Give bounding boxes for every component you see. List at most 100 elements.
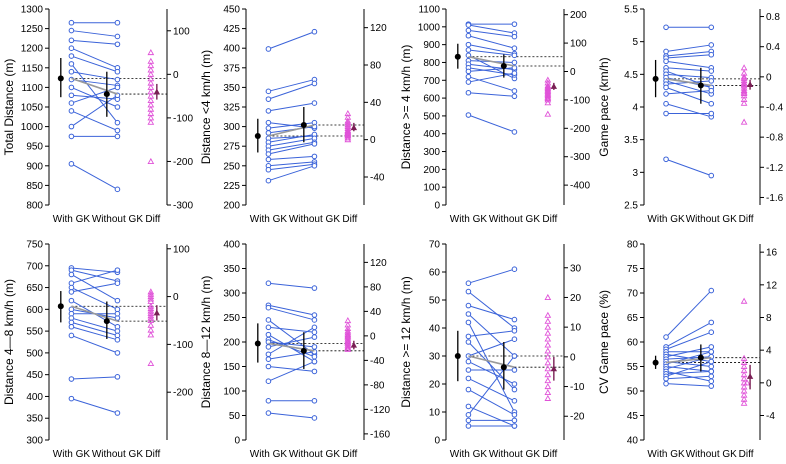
without-gk-point <box>511 367 518 373</box>
mean-connector-line <box>468 55 515 67</box>
paired-line <box>268 79 315 92</box>
with-gk-point <box>68 84 75 91</box>
y-axis-label: Distance 4—8 km/h (m) <box>2 279 16 405</box>
category-label: Without GK <box>489 449 540 460</box>
left-tick-label: 60 <box>429 268 441 279</box>
left-tick-label: 375 <box>223 63 240 74</box>
with-gk-point <box>465 412 472 418</box>
paired-line <box>268 83 315 100</box>
without-gk-point <box>311 358 318 365</box>
left-tick-label: 400 <box>223 240 240 251</box>
without-gk-point <box>708 368 715 375</box>
right-tick-label: 0 <box>766 72 772 83</box>
paired-line <box>71 71 118 81</box>
right-tick-label: 80 <box>370 61 382 72</box>
right-tick-label: 200 <box>570 10 587 21</box>
left-tick-label: 1000 <box>21 122 44 133</box>
with-gk-point <box>265 88 272 95</box>
left-tick-label: 425 <box>223 24 240 35</box>
with-gk-point <box>465 288 472 295</box>
diff-point <box>147 118 155 125</box>
with-gk-point <box>663 24 669 31</box>
right-tick-label: -300 <box>570 152 590 163</box>
without-gk-point <box>311 415 318 421</box>
left-tick-label: 225 <box>223 181 240 192</box>
without-gk-point <box>114 410 121 416</box>
without-gk-point <box>511 336 518 343</box>
paired-line <box>71 63 118 123</box>
left-tick-label: 55 <box>627 362 639 373</box>
with-gk-point <box>68 133 75 140</box>
without-gk-point <box>511 129 518 135</box>
paired-line <box>71 398 118 414</box>
category-label: Diff <box>542 214 557 225</box>
without-gk-point <box>114 133 121 140</box>
without-gk-point <box>511 386 518 393</box>
paired-line <box>268 326 315 355</box>
right-tick-label: -1.6 <box>766 193 784 204</box>
paired-line <box>468 361 515 385</box>
without-gk-point <box>311 334 318 340</box>
left-tick-label: 100 <box>223 387 240 398</box>
right-tick-label: -100 <box>570 95 590 106</box>
with-gk-point <box>68 161 75 167</box>
paired-line <box>71 39 118 45</box>
diff-point <box>544 99 552 106</box>
left-tick-label: 700 <box>26 261 43 272</box>
right-tick-label: -400 <box>570 181 590 192</box>
with-gk-point <box>265 151 272 157</box>
right-tick-label: -0.4 <box>766 103 784 114</box>
without-gk-point <box>511 423 518 429</box>
diff-mean-point <box>350 341 358 348</box>
paired-line <box>665 50 712 57</box>
without-gk-point <box>311 368 318 375</box>
with-gk-point <box>465 89 472 96</box>
paired-line <box>268 163 315 171</box>
paired-line <box>268 31 315 50</box>
left-tick-label: 500 <box>423 111 440 122</box>
mean-connector-line <box>71 305 118 322</box>
without-gk-point <box>708 329 715 336</box>
with-gk-point <box>265 166 272 173</box>
left-tick-label: 1050 <box>21 103 44 114</box>
paired-line <box>468 35 515 49</box>
paired-line <box>268 161 315 167</box>
without-gk-mean-point <box>300 122 307 129</box>
with-gk-point <box>465 47 472 53</box>
left-tick-label: 3.5 <box>624 135 638 146</box>
without-gk-mean-point <box>103 318 110 325</box>
right-tick-label: 120 <box>370 258 387 269</box>
left-tick-label: 150 <box>223 362 240 373</box>
paired-line <box>71 55 118 73</box>
with-gk-point <box>265 398 272 404</box>
with-gk-point <box>68 395 75 402</box>
with-gk-point <box>465 386 472 393</box>
left-tick-label: 800 <box>423 58 440 69</box>
without-gk-point <box>708 358 715 365</box>
without-gk-point <box>311 100 318 106</box>
paired-line <box>468 67 515 76</box>
paired-line <box>71 317 118 332</box>
paired-line <box>268 133 315 143</box>
paired-line <box>71 269 118 284</box>
paired-line <box>71 334 118 354</box>
with-gk-point <box>265 304 272 311</box>
without-gk-point <box>511 33 518 40</box>
with-gk-point <box>68 332 75 339</box>
right-tick-label: 8 <box>766 313 772 324</box>
with-gk-point <box>68 19 75 26</box>
with-gk-point <box>68 27 75 34</box>
paired-line <box>665 321 712 348</box>
category-label: With GK <box>250 214 288 225</box>
without-gk-point <box>511 328 518 334</box>
paired-line <box>468 389 515 416</box>
mean-connector-line <box>71 77 118 95</box>
with-gk-mean-point <box>652 75 659 82</box>
right-tick-label: -1.2 <box>766 163 784 174</box>
diff-point <box>740 99 748 106</box>
paired-line <box>468 72 515 83</box>
paired-line <box>665 331 712 350</box>
diff-mean-point <box>350 124 358 131</box>
without-gk-point <box>114 119 121 126</box>
with-gk-point <box>265 96 272 102</box>
